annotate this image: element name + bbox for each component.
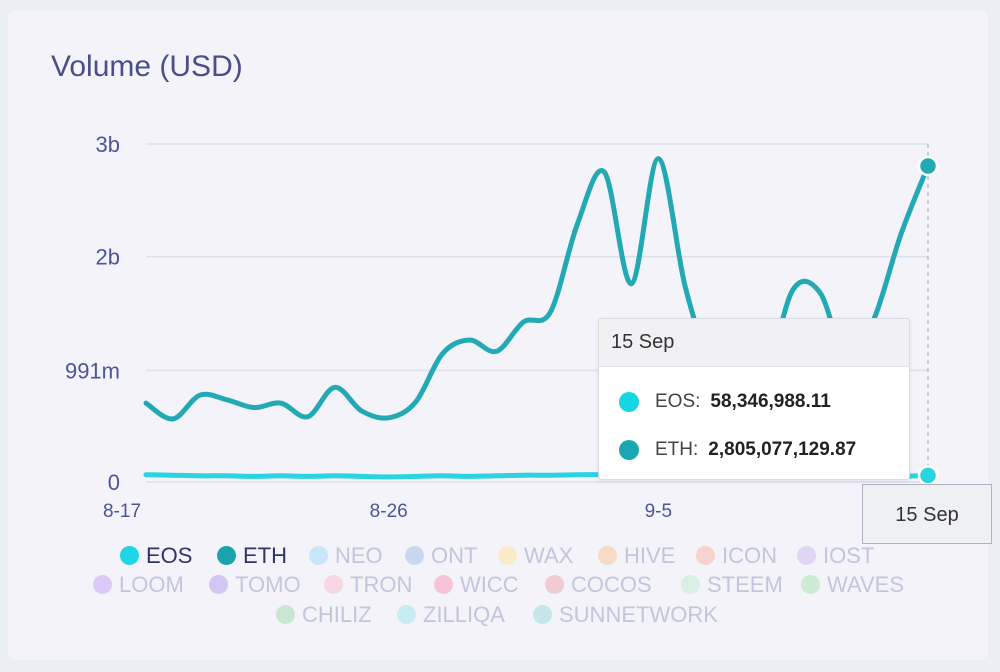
legend-item-iost[interactable]: IOST <box>797 543 874 569</box>
tooltip-label: EOS: <box>655 391 701 412</box>
tooltip-label: ETH: <box>655 439 699 460</box>
legend-dot-icon <box>397 604 416 624</box>
eth-dot-icon <box>619 439 639 460</box>
hover-point-eos <box>917 465 939 486</box>
legend-item-loom[interactable]: LOOM <box>93 572 184 598</box>
x-axis: 8-17 8-26 9-5 <box>103 501 672 522</box>
legend-label: IOST <box>823 543 875 568</box>
tooltip-value: 58,346,988.11 <box>710 391 831 412</box>
legend-label: WAX <box>524 543 574 568</box>
legend-label: ZILLIQA <box>423 602 505 627</box>
legend-item-zilliqa[interactable]: ZILLIQA <box>397 602 505 628</box>
legend-label: NEO <box>335 543 383 568</box>
hover-tooltip: 15 Sep EOS: 58,346,988.11 ETH: 2,805,077,1… <box>598 318 910 480</box>
legend-item-wax[interactable]: WAX <box>498 543 573 569</box>
legend-item-waves[interactable]: WAVES <box>801 572 904 598</box>
legend-item-steem[interactable]: STEEM <box>681 572 783 598</box>
legend-label: WAVES <box>827 572 905 597</box>
legend-item-neo[interactable]: NEO <box>309 543 383 569</box>
legend-item-wicc[interactable]: WICC <box>434 572 519 598</box>
tooltip-row-eos: EOS: 58,346,988.11 <box>619 387 831 417</box>
legend-item-hive[interactable]: HIVE <box>598 543 675 569</box>
legend-label: WICC <box>460 572 519 597</box>
legend-dot-icon <box>598 545 617 565</box>
legend-label: EOS <box>146 543 193 568</box>
legend-label: ICON <box>722 543 777 568</box>
legend-item-eos[interactable]: EOS <box>120 543 192 569</box>
legend-dot-icon <box>545 574 564 594</box>
tooltip-value: 2,805,077,129.87 <box>708 439 857 460</box>
legend-label: COCOS <box>571 572 652 597</box>
x-tick-label: 9-5 <box>645 501 672 522</box>
legend-item-chiliz[interactable]: CHILIZ <box>276 602 372 628</box>
y-tick-label: 3b <box>96 132 120 157</box>
y-tick-label: 0 <box>108 470 120 495</box>
legend-label: STEEM <box>707 572 783 597</box>
legend-label: TRON <box>350 572 413 597</box>
tooltip-date: 15 Sep <box>599 319 909 367</box>
legend-dot-icon <box>696 545 715 565</box>
legend-dot-icon <box>324 574 343 594</box>
legend-label: TOMO <box>235 572 301 597</box>
legend-item-ont[interactable]: ONT <box>405 543 477 569</box>
legend-item-tomo[interactable]: TOMO <box>209 572 301 598</box>
legend-dot-icon <box>405 545 424 565</box>
legend-dot-icon <box>797 545 816 565</box>
legend-item-eth[interactable]: ETH <box>217 543 287 569</box>
legend-label: ETH <box>243 543 287 568</box>
legend-dot-icon <box>533 604 552 624</box>
legend-dot-icon <box>681 574 700 594</box>
hover-markers <box>917 155 939 486</box>
legend-dot-icon <box>434 574 453 594</box>
legend-label: SUNNETWORK <box>559 602 718 627</box>
eos-dot-icon <box>619 391 639 412</box>
legend-label: LOOM <box>119 572 184 597</box>
x-tick-label: 8-26 <box>370 501 408 522</box>
legend-label: CHILIZ <box>302 602 372 627</box>
legend-dot-icon <box>93 574 112 594</box>
legend-item-tron[interactable]: TRON <box>324 572 412 598</box>
crosshair-x-label: 15 Sep <box>862 484 992 544</box>
hover-point-eth <box>917 155 939 177</box>
legend-label: HIVE <box>624 543 676 568</box>
legend-dot-icon <box>120 545 139 565</box>
legend-dot-icon <box>276 604 295 624</box>
series-line-eth <box>143 156 931 422</box>
legend-dot-icon <box>217 545 236 565</box>
legend-item-icon[interactable]: ICON <box>696 543 777 569</box>
y-tick-label: 2b <box>96 245 120 270</box>
tooltip-row-eth: ETH: 2,805,077,129.87 <box>619 435 856 465</box>
legend-item-cocos[interactable]: COCOS <box>545 572 652 598</box>
chart-title: Volume (USD) <box>51 50 243 83</box>
legend-dot-icon <box>498 545 517 565</box>
y-tick-label: 991m <box>65 358 120 383</box>
legend-dot-icon <box>801 574 820 594</box>
y-axis: 0 991m 2b 3b <box>65 132 120 495</box>
legend-label: ONT <box>431 543 478 568</box>
x-tick-label: 8-17 <box>103 501 141 522</box>
legend-dot-icon <box>309 545 328 565</box>
legend-item-sunnetwork[interactable]: SUNNETWORK <box>533 602 718 628</box>
legend-dot-icon <box>209 574 228 594</box>
